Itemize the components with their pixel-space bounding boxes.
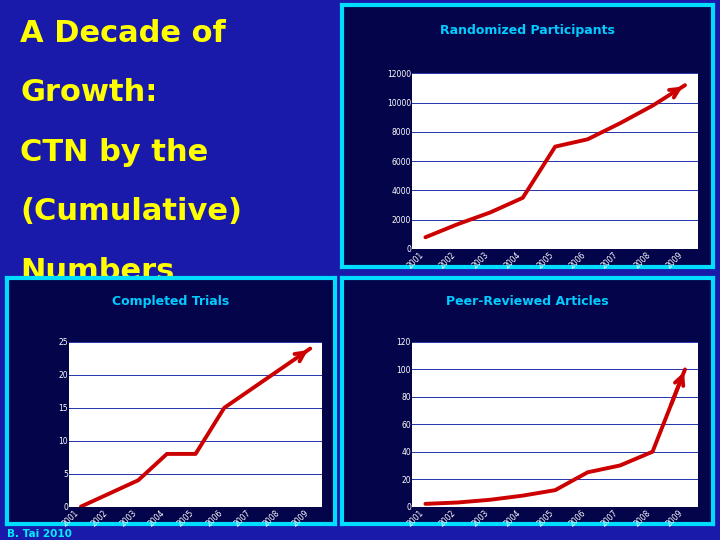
Text: Growth:: Growth: xyxy=(20,78,158,107)
Text: Peer-Reviewed Articles: Peer-Reviewed Articles xyxy=(446,295,608,308)
Text: CTN by the: CTN by the xyxy=(20,138,209,167)
Text: A Decade of: A Decade of xyxy=(20,18,226,48)
Text: Randomized Participants: Randomized Participants xyxy=(440,24,615,37)
Text: (Cumulative): (Cumulative) xyxy=(20,197,243,226)
Text: Completed Trials: Completed Trials xyxy=(112,295,230,308)
Text: Numbers: Numbers xyxy=(20,257,175,286)
Text: B. Tai 2010: B. Tai 2010 xyxy=(7,529,72,539)
